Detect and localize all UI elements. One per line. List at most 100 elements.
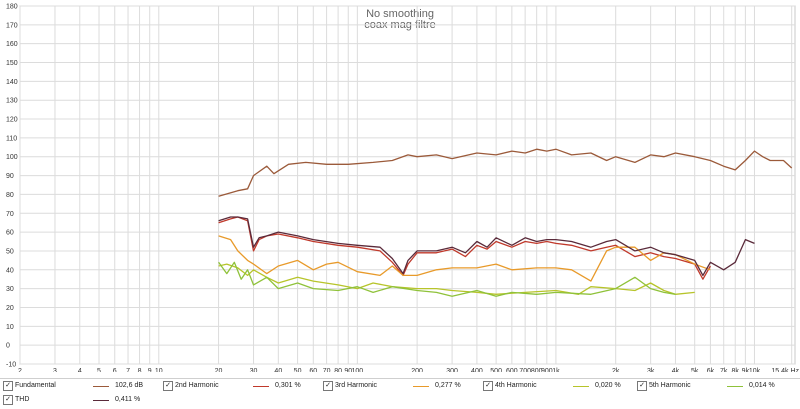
legend-label: 5th Harmonic	[649, 382, 691, 389]
x-tick-label: 3	[53, 368, 57, 372]
legend-checkbox[interactable]: ✓	[483, 381, 493, 391]
legend-label: 3rd Harmonic	[335, 382, 378, 389]
x-tick-label: 600	[506, 368, 518, 372]
y-tick-label: 60	[6, 230, 14, 237]
y-tick-label: 160	[6, 41, 18, 48]
legend-label: 2nd Harmonic	[175, 382, 219, 389]
y-tick-label: 0	[6, 343, 10, 350]
y-tick-label: 40	[6, 267, 14, 274]
legend-swatch	[93, 386, 109, 387]
x-tick-label: 6k	[707, 368, 715, 372]
y-tick-label: 50	[6, 248, 14, 255]
legend-value: 102,6 dB	[115, 382, 144, 389]
legend-checkbox[interactable]: ✓	[323, 381, 333, 391]
y-tick-label: 20	[6, 305, 14, 312]
series-line-3rd-harmonic	[218, 235, 711, 282]
grid-lines	[19, 5, 796, 365]
x-tick-label: 9	[148, 368, 152, 372]
x-tick-label: 3k	[647, 368, 655, 372]
legend-value: 0,020 %	[595, 382, 621, 389]
x-tick-label: 400	[471, 368, 483, 372]
x-tick-label: 2k	[612, 368, 620, 372]
x-tick-label: 20	[215, 368, 223, 372]
chart-plot-area: No smoothing coax mag filtre -1001020304…	[6, 4, 799, 373]
x-tick-label: 900	[541, 368, 553, 372]
x-tick-label: 2	[18, 368, 22, 372]
y-tick-label: 120	[6, 117, 18, 124]
legend-item-5th-harmonic[interactable]: ✓ 5th Harmonic 0,014 %	[637, 381, 797, 391]
x-tick-label: 700	[519, 368, 531, 372]
x-tick-label: 10	[155, 368, 163, 372]
y-tick-label: 90	[6, 173, 14, 180]
y-tick-label: 110	[6, 135, 17, 142]
legend-label: THD	[15, 396, 30, 403]
x-tick-label: 9k	[742, 368, 750, 372]
legend-item-2nd-harmonic[interactable]: ✓ 2nd Harmonic 0,301 %	[163, 381, 323, 391]
x-tick-label: 8	[138, 368, 142, 372]
legend-swatch	[573, 386, 589, 387]
legend-item-4th-harmonic[interactable]: ✓ 4th Harmonic 0,020 %	[483, 381, 643, 391]
x-tick-label: 70	[323, 368, 331, 372]
legend-row: ✓ THD 0,411 %	[0, 393, 800, 407]
legend-value: 0,301 %	[275, 382, 301, 389]
legend-swatch	[253, 386, 269, 387]
y-tick-label: 100	[6, 154, 18, 161]
y-tick-label: 10	[6, 324, 14, 331]
x-tick-label: 10k	[749, 368, 761, 372]
legend-swatch	[93, 400, 109, 401]
series-line-5th-harmonic	[218, 261, 676, 297]
x-tick-label: 7k	[720, 368, 728, 372]
legend-checkbox[interactable]: ✓	[3, 395, 13, 405]
y-tick-label: 180	[6, 4, 18, 11]
legend-item-fundamental[interactable]: ✓ Fundamental 102,6 dB	[3, 381, 163, 391]
x-tick-label: 90	[344, 368, 352, 372]
legend-label: 4th Harmonic	[495, 382, 537, 389]
legend-swatch	[727, 386, 743, 387]
x-tick-label: 60	[309, 368, 317, 372]
legend-checkbox[interactable]: ✓	[637, 381, 647, 391]
series-line-fundamental	[218, 148, 793, 197]
x-tick-label: 1k	[552, 368, 560, 372]
x-tick-label: 15.4k Hz	[771, 368, 799, 372]
series-line-4th-harmonic	[218, 263, 695, 295]
legend-value: 0,277 %	[435, 382, 461, 389]
legend-swatch	[413, 386, 429, 387]
x-tick-label: 500	[490, 368, 502, 372]
x-tick-label: 7	[126, 368, 130, 372]
y-tick-label: 140	[6, 79, 18, 86]
x-tick-label: 200	[411, 368, 423, 372]
x-tick-label: 6	[113, 368, 117, 372]
y-tick-label: 150	[6, 60, 18, 67]
y-axis-ticks: -10 0 10 20 30 40 50 60 70 80 90 100 110 120 130 140 150…	[6, 4, 18, 369]
y-tick-label: 80	[6, 192, 14, 199]
legend-label: Fundamental	[15, 382, 56, 389]
legend-checkbox[interactable]: ✓	[163, 381, 173, 391]
x-tick-label: 80	[334, 368, 342, 372]
legend-item-thd[interactable]: ✓ THD 0,411 %	[3, 395, 163, 405]
x-tick-label: 5k	[691, 368, 699, 372]
x-tick-label: 4	[78, 368, 82, 372]
legend-value: 0,411 %	[115, 396, 141, 403]
y-tick-label: 70	[6, 211, 14, 218]
y-tick-label: 170	[6, 22, 18, 29]
legend-row: ✓ Fundamental 102,6 dB ✓ 2nd Harmonic 0,…	[0, 379, 800, 393]
legend-checkbox[interactable]: ✓	[3, 381, 13, 391]
x-tick-label: 100	[352, 368, 364, 372]
x-tick-label: 30	[250, 368, 258, 372]
x-tick-label: 300	[446, 368, 458, 372]
x-tick-label: 8k	[732, 368, 740, 372]
legend-item-3rd-harmonic[interactable]: ✓ 3rd Harmonic 0,277 %	[323, 381, 483, 391]
x-tick-label: 5	[97, 368, 101, 372]
plot-frame	[19, 5, 796, 365]
y-tick-label: 30	[6, 286, 14, 293]
x-tick-label: 4k	[672, 368, 680, 372]
x-axis-ticks: 2 3 4 5 6 7 8 9 10 20 30 40 50 60 70 80 90 100 200 300 400 50…	[18, 368, 799, 372]
x-tick-label: 40	[274, 368, 282, 372]
series-line-thd	[218, 216, 755, 277]
x-tick-label: 800	[531, 368, 543, 372]
legend: ✓ Fundamental 102,6 dB ✓ 2nd Harmonic 0,…	[0, 378, 800, 409]
legend-value: 0,014 %	[749, 382, 775, 389]
series-lines	[218, 148, 793, 297]
y-tick-label: -10	[6, 362, 16, 369]
x-tick-label: 50	[294, 368, 302, 372]
